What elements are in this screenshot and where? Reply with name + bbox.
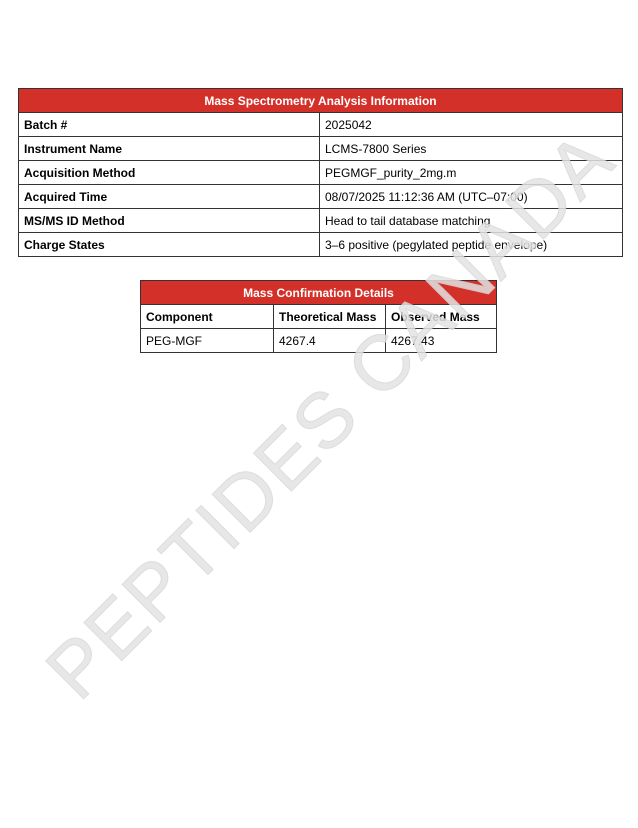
cell: 4267.4 [273, 328, 386, 353]
column-header: Observed Mass [385, 304, 497, 329]
column-header: Theoretical Mass [273, 304, 386, 329]
cell: PEG-MGF [140, 328, 274, 353]
table-row: PEG-MGF 4267.4 4267.43 [140, 328, 497, 353]
header-row: Component Theoretical Mass Observed Mass [140, 304, 497, 329]
table-row: Acquisition Method PEGMGF_purity_2mg.m [18, 160, 623, 185]
value: PEGMGF_purity_2mg.m [319, 160, 623, 185]
table-title: Mass Confirmation Details [140, 280, 497, 305]
cell: 4267.43 [385, 328, 497, 353]
value: LCMS-7800 Series [319, 136, 623, 161]
value: 2025042 [319, 112, 623, 137]
table-row: Batch #2025042 [18, 112, 623, 137]
label: Acquisition Method [18, 160, 320, 185]
label: Batch # [18, 112, 320, 137]
value: 08/07/2025 11:12:36 AM (UTC–07:00) [319, 184, 623, 209]
value: Head to tail database matching [319, 208, 623, 233]
label: Acquired Time [18, 184, 320, 209]
ms-analysis-table: Mass Spectrometry Analysis Information B… [18, 88, 623, 257]
column-header: Component [140, 304, 274, 329]
table-row: MS/MS ID Method Head to tail database mat… [18, 208, 623, 233]
label: Charge States [18, 232, 320, 257]
value: 3–6 positive (pegylated peptide envelope… [319, 232, 623, 257]
table-row: Instrument Name LCMS-7800 Series [18, 136, 623, 161]
table-row: Charge States 3–6 positive (pegylated pep… [18, 232, 623, 257]
table-row: Acquired Time 08/07/2025 11:12:36 AM (UTC… [18, 184, 623, 209]
label: Instrument Name [18, 136, 320, 161]
table-title: Mass Spectrometry Analysis Information [18, 88, 623, 113]
label: MS/MS ID Method [18, 208, 320, 233]
mass-confirmation-table: Mass Confirmation Details Component Theor… [140, 280, 497, 353]
